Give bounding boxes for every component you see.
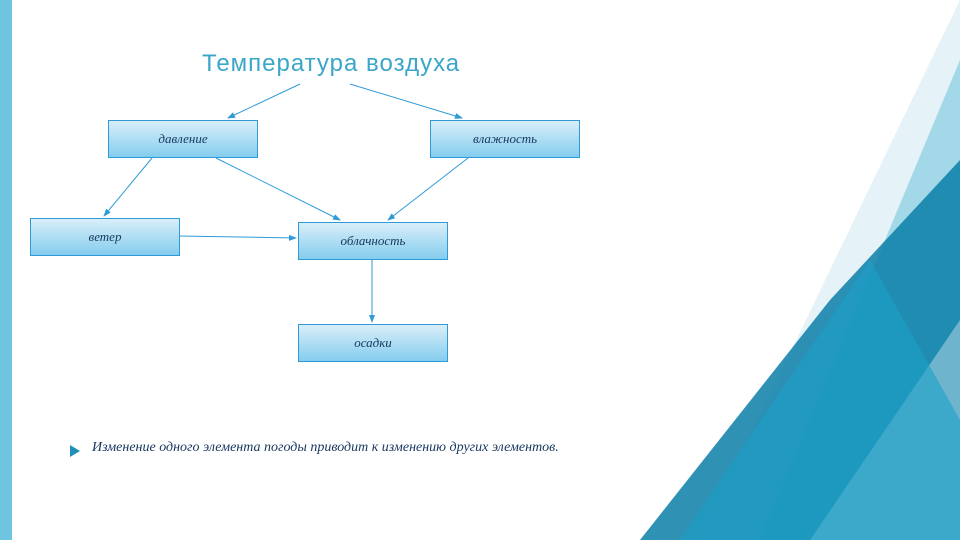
slide-title: Температура воздуха (202, 50, 460, 78)
node-pressure: давление (108, 120, 258, 158)
bullet-text: Изменение одного элемента погоды приводи… (92, 440, 559, 456)
node-clouds: облачность (298, 222, 448, 260)
slide: { "title": { "text": "Температура воздух… (0, 0, 960, 540)
summary-bullet: Изменение одного элемента погоды приводи… (70, 440, 559, 457)
node-humidity: влажность (430, 120, 580, 158)
node-wind: ветер (30, 218, 180, 256)
decor-shapes (0, 0, 960, 540)
bullet-marker-icon (70, 445, 80, 457)
node-precip: осадки (298, 324, 448, 362)
